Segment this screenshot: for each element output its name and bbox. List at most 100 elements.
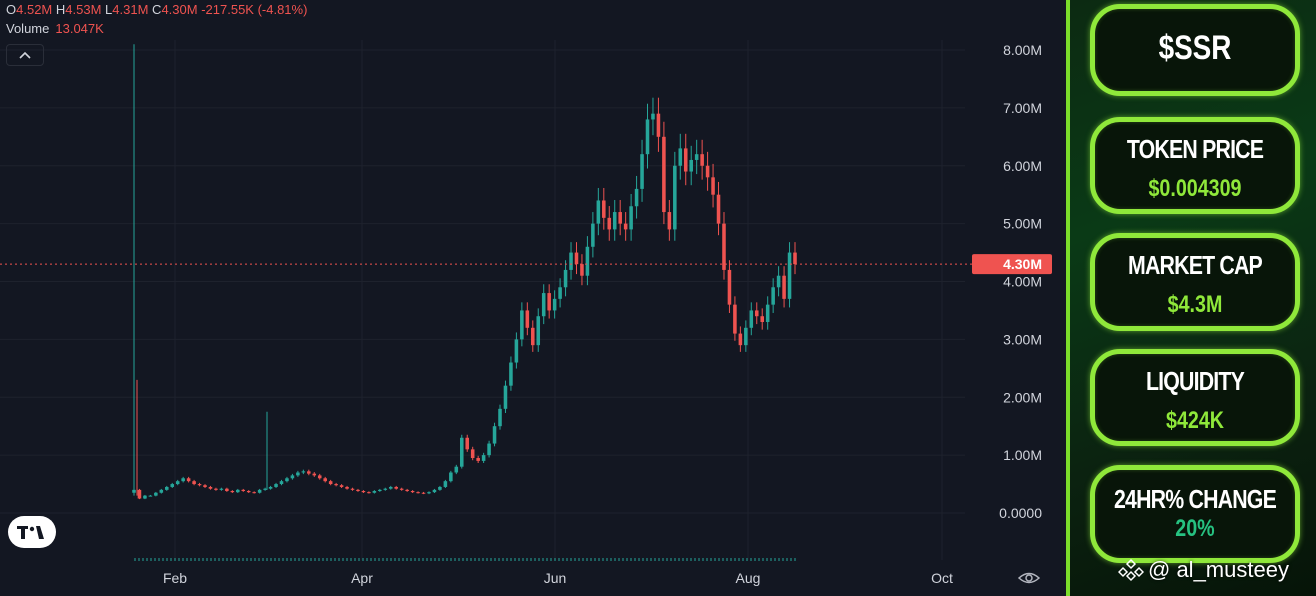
high-key: H — [55, 2, 66, 17]
candle-body — [536, 316, 541, 346]
volume-bar — [698, 558, 700, 561]
volume-bar — [626, 558, 628, 561]
volume-bar — [438, 558, 440, 561]
candle-body — [754, 310, 759, 317]
candle-body — [323, 478, 327, 482]
volume-bar — [778, 558, 780, 561]
volume-bar — [738, 558, 740, 561]
volume-bar — [210, 558, 212, 561]
volume-bar — [446, 558, 448, 561]
volume-legend: Volume 13.047K — [6, 21, 104, 36]
candle-body — [394, 486, 398, 489]
candle-body — [208, 486, 213, 489]
candle-body — [268, 486, 273, 489]
y-tick-label: 0.0000 — [999, 505, 1042, 521]
liquidity-card: LIQUIDITY $424K — [1090, 349, 1300, 446]
candle-body — [427, 492, 431, 494]
volume-bar — [394, 558, 396, 561]
x-tick-label: Apr — [351, 570, 373, 586]
candle-body — [416, 492, 420, 494]
volume-bar — [350, 558, 352, 561]
volume-bar — [222, 558, 224, 561]
candle-body — [574, 252, 579, 265]
volume-bar — [646, 558, 648, 561]
candle-body — [623, 223, 628, 230]
candle-body — [481, 455, 486, 461]
y-tick-label: 6.00M — [1003, 158, 1042, 174]
volume-bar — [706, 558, 708, 561]
volume-bar — [234, 558, 236, 561]
volume-bar — [674, 558, 676, 561]
candle-body — [787, 252, 792, 299]
volume-bar — [162, 558, 164, 561]
volume-bar — [386, 558, 388, 561]
volume-bar — [478, 558, 480, 561]
candle-body — [399, 488, 404, 490]
candle-body — [203, 485, 207, 487]
volume-bar — [202, 558, 204, 561]
candle-body — [274, 484, 278, 487]
candle-body — [378, 489, 382, 492]
candle-body — [214, 488, 218, 490]
volume-bar — [354, 558, 356, 561]
volume-bar — [450, 558, 452, 561]
candle-body — [552, 298, 557, 311]
volume-bar — [718, 558, 720, 561]
volume-bar — [758, 558, 760, 561]
y-tick-label: 8.00M — [1003, 42, 1042, 58]
volume-bar — [290, 558, 292, 561]
eye-icon[interactable] — [1018, 570, 1040, 586]
candle-body — [279, 481, 284, 485]
watermark-handle: @ al_musteey — [1148, 557, 1289, 582]
candle-body — [591, 223, 595, 247]
volume-bar — [526, 558, 528, 561]
x-tick-label: Feb — [163, 570, 187, 586]
volume-bar — [622, 558, 624, 561]
volume-bar — [214, 558, 216, 561]
ohlc-legend: O4.52M H4.53M L4.31M C4.30M -217.55K (-4… — [6, 2, 307, 17]
y-tick-label: 3.00M — [1003, 331, 1042, 347]
candle-body — [165, 486, 169, 490]
candle-body — [760, 316, 764, 323]
candle-body — [673, 165, 677, 230]
volume-bar — [726, 558, 728, 561]
volume-bar — [382, 558, 384, 561]
candle-body — [197, 484, 202, 486]
candle-body — [531, 327, 535, 346]
volume-bar — [650, 558, 652, 561]
volume-bar — [686, 558, 688, 561]
candle-body — [421, 492, 426, 494]
volume-bar — [418, 558, 420, 561]
volume-bar — [594, 558, 596, 561]
tradingview-logo[interactable] — [8, 516, 56, 548]
candle-body — [651, 113, 655, 120]
candle-body — [503, 385, 508, 409]
volume-bar — [314, 558, 316, 561]
volume-bar — [494, 558, 496, 561]
candle-body — [388, 486, 393, 489]
candle-body — [159, 489, 164, 493]
candle-body — [547, 293, 551, 311]
volume-bar — [702, 558, 704, 561]
candle-body — [175, 481, 180, 485]
candle-body — [438, 486, 442, 490]
token-price-value: $0.004309 — [1148, 175, 1242, 202]
volume-bar — [510, 558, 512, 561]
chart-area[interactable]: 8.00M 7.00M 6.00M 5.00M 4.00M 3.00M 2.00M 1.00M… — [0, 0, 1066, 596]
volume-bar — [458, 558, 460, 561]
price-chart[interactable]: 8.00M 7.00M 6.00M 5.00M 4.00M 3.00M 2.00M 1.00M… — [0, 0, 1066, 596]
volume-bar — [334, 558, 336, 561]
volume-key: Volume — [6, 21, 50, 36]
volume-bar — [710, 558, 712, 561]
candle-body — [170, 484, 175, 487]
x-tick-label: Jun — [544, 570, 567, 586]
last-price-label: 4.30M — [1003, 256, 1042, 272]
collapse-legend-button[interactable] — [6, 44, 44, 66]
volume-bar — [186, 558, 188, 561]
volume-bar — [262, 558, 264, 561]
volume-bar — [634, 558, 636, 561]
candle-body — [656, 113, 661, 137]
volume-value: 13.047K — [55, 21, 104, 36]
volume-bar — [398, 558, 400, 561]
volume-bar — [238, 558, 240, 561]
